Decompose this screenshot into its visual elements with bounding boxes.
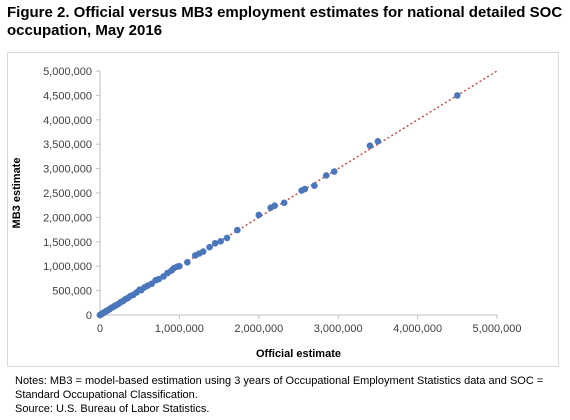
data-point xyxy=(280,199,288,207)
y-tick-label: 2,000,000 xyxy=(43,212,92,224)
y-tick-label: 2,500,000 xyxy=(43,188,92,200)
data-point xyxy=(374,137,382,145)
data-point xyxy=(217,238,224,245)
data-point xyxy=(301,185,309,193)
x-axis-ticks: 0 1,000,000 2,000,000 3,000,000 4,000,000 5,0… xyxy=(97,315,522,335)
y-tick-label: 3,000,000 xyxy=(43,164,92,176)
y-tick-label: 4,500,000 xyxy=(43,90,92,102)
data-point xyxy=(211,239,219,247)
x-tick-label: 1,000,000 xyxy=(155,323,204,335)
data-point xyxy=(271,202,278,209)
notes: Notes: MB3 = model-based estimation usin… xyxy=(15,374,560,416)
y-axis-ticks: 0 500,000 1,000,000 1,500,000 2,000,000 2,500… xyxy=(43,66,100,322)
scatter-chart: 0 500,000 1,000,000 1,500,000 2,000,000 2,500… xyxy=(11,66,522,360)
x-tick-label: 3,000,000 xyxy=(314,323,363,335)
chart-area: 0 500,000 1,000,000 1,500,000 2,000,000 2,500… xyxy=(7,52,559,367)
data-point xyxy=(255,211,263,219)
notes-text: Notes: MB3 = model-based estimation usin… xyxy=(15,375,544,401)
source-text: Source: U.S. Bureau of Labor Statistics. xyxy=(15,403,210,415)
data-point xyxy=(322,172,330,179)
data-point xyxy=(366,142,374,149)
y-tick-label: 4,000,000 xyxy=(43,115,92,127)
y-tick-label: 3,500,000 xyxy=(43,139,92,151)
data-point xyxy=(330,168,338,175)
x-axis-title: Official estimate xyxy=(256,348,341,360)
x-tick-label: 4,000,000 xyxy=(393,323,442,335)
data-point xyxy=(206,243,213,251)
x-tick-label: 2,000,000 xyxy=(234,323,283,335)
x-tick-label: 0 xyxy=(97,323,103,335)
y-tick-label: 5,000,000 xyxy=(43,66,92,78)
y-tick-label: 1,000,000 xyxy=(43,261,92,273)
data-point xyxy=(234,226,241,234)
y-axis-title: MB3 estimate xyxy=(11,158,23,229)
y-tick-label: 1,500,000 xyxy=(43,237,92,249)
data-point xyxy=(311,182,318,189)
y-tick-label: 0 xyxy=(86,310,92,322)
x-tick-label: 5,000,000 xyxy=(473,323,522,335)
data-point xyxy=(176,262,183,270)
data-point xyxy=(184,258,191,266)
figure-title: Figure 2. Official versus MB3 employment… xyxy=(7,4,563,39)
data-points xyxy=(96,92,461,319)
data-point xyxy=(199,248,207,255)
data-point xyxy=(223,234,231,242)
data-point xyxy=(454,92,461,99)
y-tick-label: 500,000 xyxy=(52,286,92,298)
